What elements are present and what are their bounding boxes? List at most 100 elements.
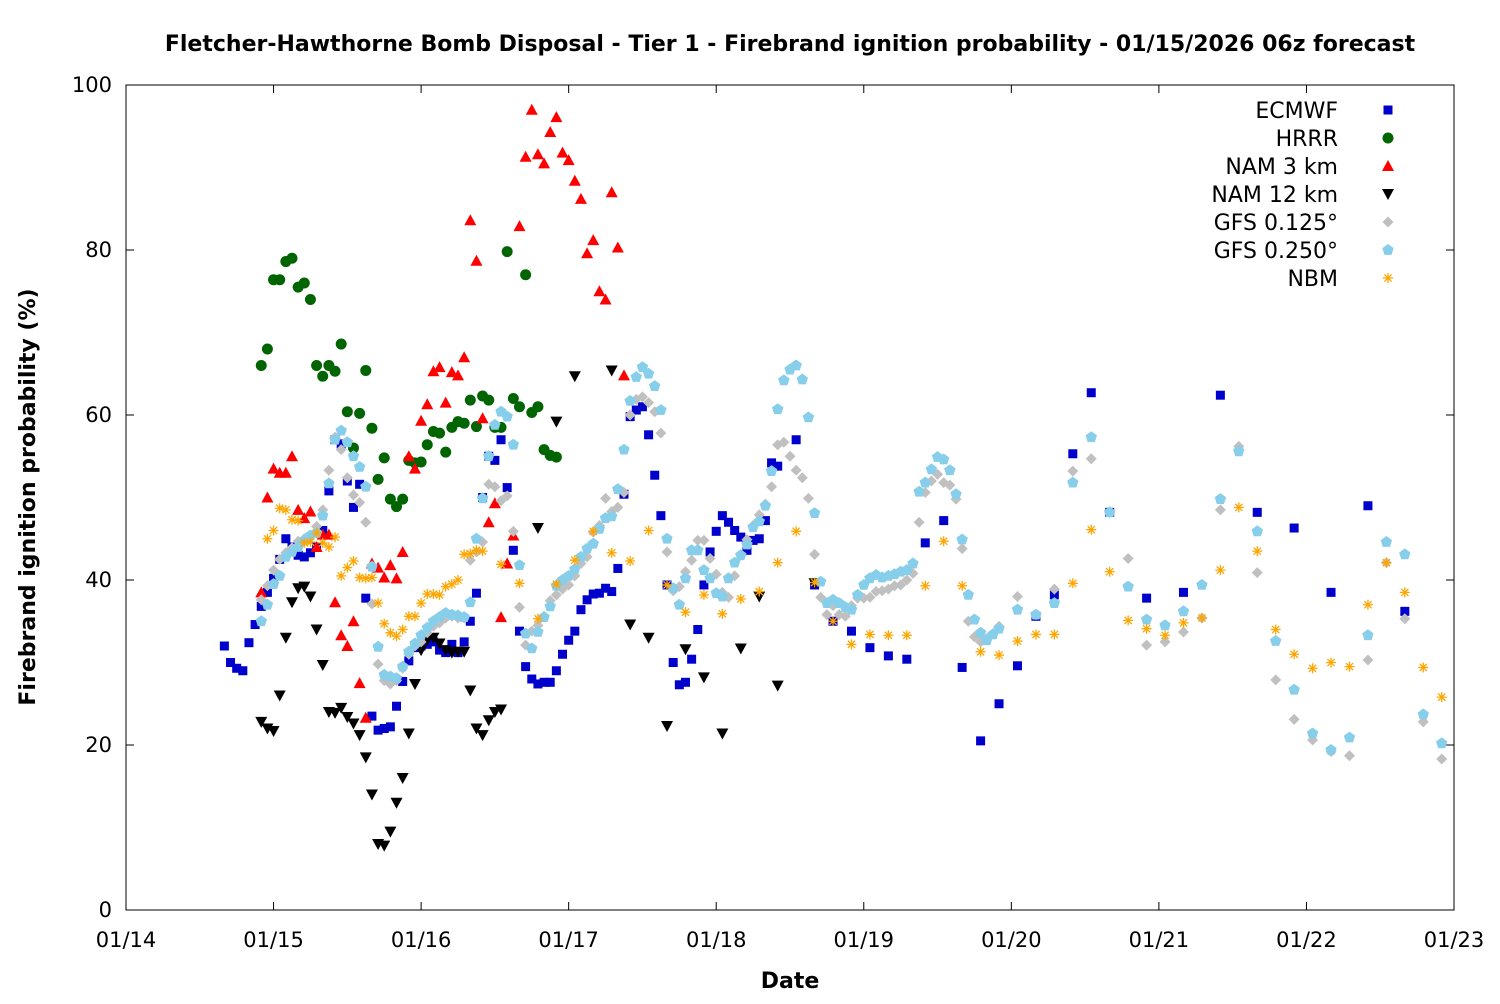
data-point: [767, 458, 777, 468]
data-point: [440, 446, 452, 458]
data-point: [901, 574, 913, 586]
data-point: [698, 534, 710, 546]
data-point: [655, 427, 667, 439]
legend: ECMWF HRRR NAM 3 km NAM 12 km GFS 0.125° GFS …: [1211, 99, 1394, 292]
data-point: [588, 526, 599, 537]
data-point: [415, 414, 428, 426]
data-point: [699, 580, 709, 590]
data-point: [582, 595, 592, 605]
data-point: [1030, 629, 1041, 640]
data-point: [821, 609, 833, 621]
data-point: [354, 572, 365, 583]
data-point: [1196, 612, 1207, 623]
data-point: [791, 526, 802, 537]
data-point: [255, 360, 267, 371]
data-point: [975, 646, 986, 657]
data-point: [1252, 507, 1262, 517]
data-point: [507, 525, 519, 537]
y-tick-label: 20: [85, 733, 112, 757]
data-point: [957, 580, 968, 591]
data-point: [1326, 587, 1336, 597]
data-point: [397, 660, 409, 672]
data-point: [408, 462, 421, 474]
data-point: [232, 663, 242, 673]
data-point: [1214, 493, 1227, 504]
data-point: [439, 396, 452, 408]
data-point: [644, 430, 654, 440]
data-point: [772, 557, 783, 568]
data-point: [679, 572, 692, 584]
data-point: [687, 654, 697, 664]
data-point: [624, 619, 637, 631]
data-point: [558, 649, 568, 659]
data-point: [471, 588, 481, 598]
data-point: [925, 463, 938, 475]
data-point: [1012, 661, 1022, 671]
x-tick-label: 01/20: [981, 928, 1042, 952]
data-point: [550, 589, 562, 601]
data-point: [446, 579, 457, 590]
data-point: [605, 186, 618, 198]
data-point: [347, 718, 360, 730]
data-point: [336, 570, 347, 581]
data-point: [305, 548, 315, 558]
data-point: [409, 637, 421, 649]
data-point: [360, 480, 372, 492]
data-point: [507, 393, 519, 404]
data-point: [902, 654, 912, 664]
data-point: [1122, 553, 1134, 565]
data-point: [1030, 608, 1042, 620]
data-point: [1048, 583, 1060, 595]
data-point: [1141, 639, 1153, 651]
data-point: [367, 711, 377, 721]
data-point: [576, 605, 586, 615]
data-point: [348, 556, 359, 567]
data-point: [772, 403, 784, 415]
data-point: [476, 730, 489, 742]
data-point: [250, 620, 260, 630]
data-point: [938, 536, 949, 547]
data-point: [391, 631, 402, 642]
data-point: [705, 547, 715, 557]
data-point: [427, 632, 440, 644]
data-point: [445, 366, 458, 378]
data-point: [274, 503, 285, 514]
data-point: [631, 405, 641, 415]
data-point: [262, 533, 273, 544]
data-point: [373, 598, 384, 609]
data-point: [802, 492, 814, 504]
y-tick-label: 100: [72, 73, 112, 97]
data-point: [1086, 524, 1097, 535]
data-point: [698, 564, 710, 575]
data-point: [605, 365, 618, 377]
data-point: [976, 736, 986, 746]
data-point: [533, 679, 543, 689]
data-point: [501, 246, 513, 258]
data-point: [913, 485, 925, 497]
data-point: [1289, 649, 1300, 660]
data-point: [470, 532, 483, 544]
data-point: [519, 150, 532, 162]
series-nam-3-km: [255, 103, 630, 723]
data-point: [402, 450, 415, 462]
data-point: [513, 559, 526, 570]
data-point: [532, 626, 544, 637]
data-point: [392, 701, 402, 711]
data-point: [464, 394, 476, 406]
data-point: [470, 254, 483, 266]
data-point: [354, 407, 366, 419]
data-point: [279, 466, 292, 478]
data-point: [465, 548, 476, 559]
data-point: [427, 365, 440, 377]
data-point: [384, 559, 397, 571]
data-point: [1252, 546, 1263, 557]
data-point: [514, 626, 524, 636]
data-point: [226, 658, 236, 667]
x-tick-label: 01/14: [96, 928, 157, 952]
data-point: [361, 593, 371, 603]
data-point: [255, 615, 267, 627]
y-tick-label: 40: [85, 568, 112, 592]
data-point: [655, 404, 667, 415]
data-point: [359, 711, 372, 723]
